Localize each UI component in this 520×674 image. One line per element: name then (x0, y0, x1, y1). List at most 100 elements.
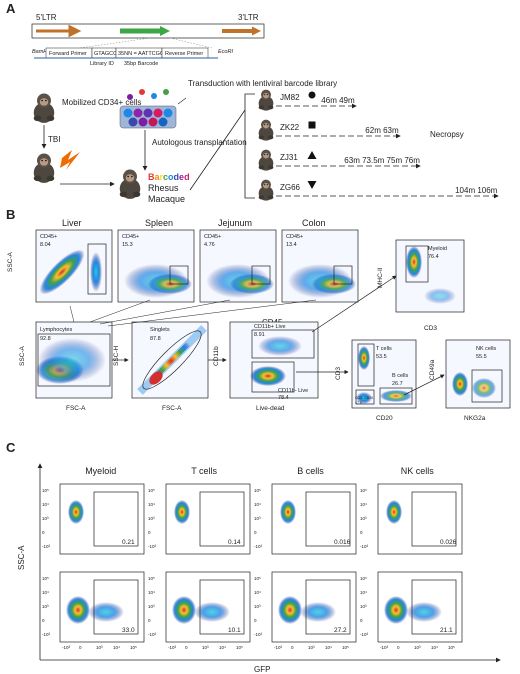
singlets-gate-value: 87.8 (150, 336, 161, 342)
c-y-tick: 10⁴ (148, 590, 155, 595)
c-y-tick: 0 (254, 530, 257, 535)
barcoded-letter: c (163, 172, 168, 182)
cd45-plot-liver: CD45+ 8.04 (35, 229, 113, 303)
c-y-tick: 10⁵ (254, 488, 261, 493)
panel-a: A 5'LTR 3'LTR BamHI EcoRI Forward Primer… (6, 1, 499, 204)
c-x-tick: 10⁴ (431, 645, 438, 650)
c-y-tick: 10⁴ (254, 590, 261, 595)
tissue-spleen-label: Spleen (145, 218, 173, 228)
animal-monkey-icon (258, 179, 274, 201)
workflow: Mobilized CD34+ cells Transducti (33, 79, 337, 204)
ecori-label: EcoRI (218, 49, 233, 55)
barcoded-letter: B (148, 172, 155, 182)
singlets-gate-label: Singlets (150, 327, 170, 333)
c-x-tick: 0 (397, 645, 400, 650)
rhesus-label: Rhesus (148, 183, 179, 193)
c-y-tick: 10⁴ (360, 502, 367, 507)
ltr5-arrow (36, 24, 82, 38)
branch-line (189, 109, 246, 191)
c-y-tick: 10⁵ (148, 488, 155, 493)
c-y-tick: 10⁵ (148, 576, 155, 581)
forward-primer-label: Forward Primer (49, 51, 87, 57)
cd11b-live-gate-value: 8.91 (254, 332, 265, 338)
triangle-down-marker-icon (307, 181, 317, 189)
transduction-label: Transduction with lentiviral barcode lib… (188, 79, 337, 88)
c-x-tick: 0 (79, 645, 82, 650)
c-column-title: T cells (191, 466, 217, 476)
c-x-tick: 10⁴ (113, 645, 120, 650)
animal-timelines: JM82 46m 49m ZK22 62m 63m ZJ31 63m 73.5m 75m … (258, 89, 499, 201)
gfp-gate-value: 33.0 (122, 627, 135, 634)
gfp-gate-value: 0.026 (440, 539, 457, 546)
c-y-tick: 0 (148, 530, 151, 535)
gfp-plot-t-cells-row2: 10.1 10⁵ 10⁴ 10³ 0 -10³ -10³ 0 10³ 10⁴ 10⁵ (148, 571, 251, 650)
radiation-bolt-icon (60, 150, 80, 170)
myeloid-gate-value: 76.4 (428, 254, 439, 260)
gate-arrow-myeloid (311, 275, 397, 333)
lymphocyte-plot: Lymphocytes 92.8 FSC-A SSC-A (19, 321, 113, 412)
gfp-plot-nk-cells-row2: 21.1 10⁵ 10⁴ 10³ 0 -10³ -10³ 0 10³ 10⁴ 10⁵ (360, 571, 463, 650)
barcoded-letter: d (184, 172, 190, 182)
lymphocytes-gate-value: 92.8 (40, 336, 51, 342)
gfp-arrowhead (160, 26, 170, 36)
gfp-plot-b-cells-row2: 27.2 10⁵ 10⁴ 10³ 0 -10³ -10³ 0 10³ 10⁴ 10⁵ (254, 571, 357, 650)
animal-id: JM82 (280, 93, 300, 102)
c-y-tick: 10⁴ (42, 502, 49, 507)
nk-gate-value: 55.5 (476, 354, 487, 360)
cd11b-neg-gate-label: CD11b- Live (278, 388, 308, 394)
tbi-label: TBI (48, 135, 60, 144)
cd45-plot-jejunum: CD45+ 4.76 (199, 229, 277, 303)
c-x-tick: -10³ (168, 645, 177, 650)
library-id-label: Library ID (90, 61, 114, 67)
barcoded-letter: d (174, 172, 180, 182)
c-x-tick: 10⁵ (130, 645, 137, 650)
c-y-tick: -10³ (148, 544, 157, 549)
c-y-tick: -10³ (148, 632, 157, 637)
cd11b-axis-label: CD11b (213, 346, 220, 366)
gfp-plot-t-cells-row1: 0.14 10⁵ 10⁴ 10³ 0 -10³ (148, 483, 251, 555)
cd11b-live-gate-label: CD11b+ Live (254, 324, 286, 330)
live-dead-label: Live-dead (256, 405, 285, 412)
necropsy-times: 63m 73.5m 75m 76m (344, 156, 420, 165)
bamhi-label: BamHI (32, 49, 49, 55)
cd45-gate-label: CD45+ (204, 234, 221, 240)
zoom-line-right (169, 37, 213, 49)
cd3-label-2: CD3 (335, 367, 342, 380)
singlets-plot: Singlets 87.8 FSC-A SSC-H (113, 321, 209, 412)
c-y-tick: 10⁴ (254, 502, 261, 507)
c-x-tick: -10³ (274, 645, 283, 650)
c-y-tick: 10⁴ (360, 590, 367, 595)
c-y-tick: 10³ (148, 516, 155, 521)
necropsy-times: 62m 63m (365, 126, 399, 135)
c-y-tick: 10³ (360, 516, 367, 521)
autologous-label: Autologous transplantation (152, 138, 247, 147)
panel-b-letter: B (6, 207, 15, 222)
panel-a-letter: A (6, 1, 16, 16)
c-y-tick: 10⁵ (42, 488, 49, 493)
cd45-plots: CD45+ 8.04 CD45+ 15.3 CD45+ 4.76 CD45+ 13.4 (35, 229, 359, 303)
c-y-tick: 0 (360, 618, 363, 623)
barcoded-label: Barcoded (148, 172, 190, 182)
c-x-tick: 10⁵ (342, 645, 349, 650)
nkg2a-label: NKG2a (464, 415, 486, 422)
c-x-tick: 10⁵ (448, 645, 455, 650)
c-x-tick: 0 (291, 645, 294, 650)
c-y-tick: 10³ (254, 516, 261, 521)
barcoded-letter: o (168, 172, 174, 182)
c-y-tick: 0 (42, 618, 45, 623)
transduction-pointer (177, 97, 187, 105)
ltr5-label: 5'LTR (36, 13, 57, 22)
myeloid-plot: Myeloid 76.4 CD3 MHC-II (377, 239, 465, 332)
c-y-tick: 10⁵ (360, 576, 367, 581)
ltr3-arrowhead (252, 26, 261, 36)
cd3-cd20-plot: T cells 53.5 B cells 26.7 CD3- CD20- 17.… (335, 339, 417, 422)
barcode-seq-label: 35NN = AATTCGG (118, 51, 164, 57)
gfp-gate-value: 0.21 (122, 539, 135, 546)
c-y-tick: 10⁵ (254, 576, 261, 581)
ssc-a-axis-label: SSC-A (7, 251, 14, 272)
ltr3-label: 3'LTR (238, 13, 259, 22)
barcode-len-label: 35bp Barcode (124, 61, 158, 67)
cd20-neg-gate-value: 17.6 (355, 401, 362, 405)
panel-c-letter: C (6, 440, 16, 455)
donor-monkey-icon (33, 93, 55, 123)
